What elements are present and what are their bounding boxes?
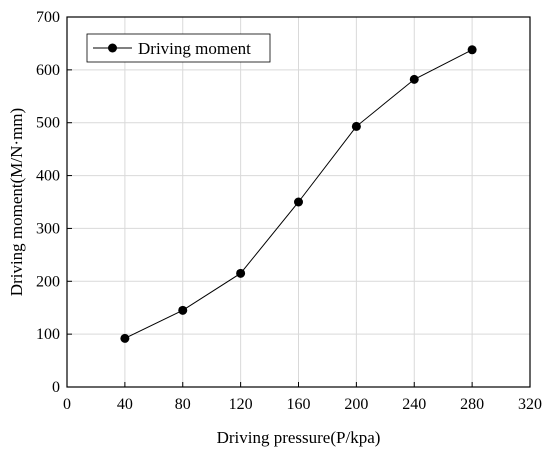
x-tick-label: 280: [460, 396, 484, 413]
y-tick-label: 400: [36, 168, 60, 185]
data-point: [409, 74, 419, 84]
x-tick-label: 320: [518, 396, 542, 413]
data-point: [351, 121, 361, 131]
data-point: [236, 268, 246, 278]
y-tick-label: 500: [36, 115, 60, 132]
y-tick-label: 200: [36, 273, 60, 290]
x-tick-label: 200: [344, 396, 368, 413]
legend-marker: [108, 43, 117, 53]
x-tick-label: 160: [287, 396, 311, 413]
legend: Driving moment: [86, 33, 271, 63]
x-tick-label: 40: [117, 396, 133, 413]
data-point: [178, 305, 188, 315]
y-axis: 0 100 200 300 400 500 600 700: [36, 9, 72, 396]
series-layer: [120, 45, 477, 343]
x-tick-label: 240: [402, 396, 426, 413]
y-tick-label: 700: [36, 9, 60, 26]
y-tick-label: 300: [36, 220, 60, 237]
x-axis-title: Driving pressure(P/kpa): [217, 428, 381, 447]
data-point: [294, 197, 303, 207]
data-point: [467, 45, 477, 55]
x-tick-label: 120: [229, 396, 253, 413]
x-tick-label: 0: [63, 396, 71, 413]
y-tick-label: 100: [36, 326, 60, 343]
y-tick-label: 0: [52, 379, 60, 396]
y-tick-label: 600: [36, 62, 60, 79]
data-point: [120, 333, 130, 343]
legend-label: Driving moment: [138, 39, 251, 58]
x-tick-label: 80: [175, 396, 191, 413]
y-axis-title: Driving moment(M/N·mm): [7, 108, 26, 296]
x-axis: 0 40 80 120 160 200 240 280 320: [63, 382, 542, 413]
